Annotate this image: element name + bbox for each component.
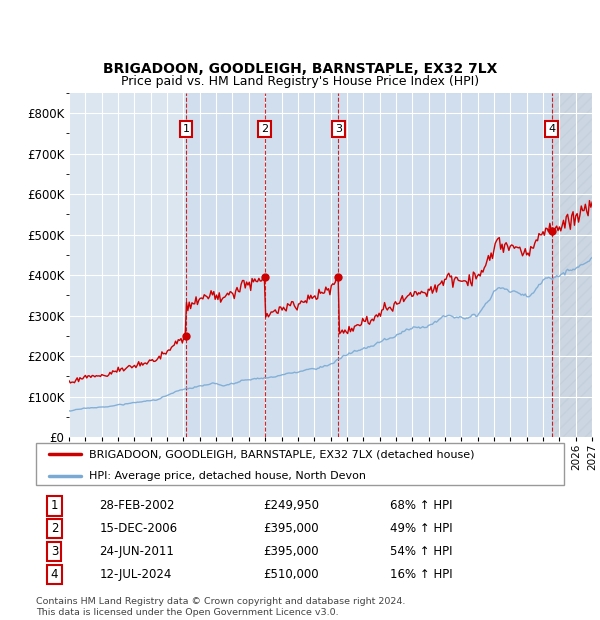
Bar: [552, 93, 592, 437]
Text: 16% ↑ HPI: 16% ↑ HPI: [390, 568, 452, 581]
Bar: [186, 93, 552, 437]
Text: £395,000: £395,000: [263, 545, 319, 558]
Text: BRIGADOON, GOODLEIGH, BARNSTAPLE, EX32 7LX: BRIGADOON, GOODLEIGH, BARNSTAPLE, EX32 7…: [103, 61, 497, 76]
Text: Contains HM Land Registry data © Crown copyright and database right 2024.
This d: Contains HM Land Registry data © Crown c…: [36, 598, 406, 617]
Text: HPI: Average price, detached house, North Devon: HPI: Average price, detached house, Nort…: [89, 471, 366, 480]
Text: £249,950: £249,950: [263, 499, 319, 512]
Text: 68% ↑ HPI: 68% ↑ HPI: [390, 499, 452, 512]
Text: 4: 4: [548, 124, 556, 134]
Text: 12-JUL-2024: 12-JUL-2024: [100, 568, 172, 581]
Text: 28-FEB-2002: 28-FEB-2002: [100, 499, 175, 512]
Text: 1: 1: [182, 124, 190, 134]
Text: £395,000: £395,000: [263, 522, 319, 535]
Text: BRIGADOON, GOODLEIGH, BARNSTAPLE, EX32 7LX (detached house): BRIGADOON, GOODLEIGH, BARNSTAPLE, EX32 7…: [89, 450, 475, 459]
Text: 54% ↑ HPI: 54% ↑ HPI: [390, 545, 452, 558]
Text: 4: 4: [51, 568, 58, 581]
Text: 3: 3: [51, 545, 58, 558]
Text: 2: 2: [261, 124, 268, 134]
Text: 3: 3: [335, 124, 342, 134]
Text: 1: 1: [51, 499, 58, 512]
Text: Price paid vs. HM Land Registry's House Price Index (HPI): Price paid vs. HM Land Registry's House …: [121, 75, 479, 88]
Text: 49% ↑ HPI: 49% ↑ HPI: [390, 522, 452, 535]
Text: 15-DEC-2006: 15-DEC-2006: [100, 522, 178, 535]
Text: 2: 2: [51, 522, 58, 535]
Text: £510,000: £510,000: [263, 568, 319, 581]
Text: 24-JUN-2011: 24-JUN-2011: [100, 545, 174, 558]
